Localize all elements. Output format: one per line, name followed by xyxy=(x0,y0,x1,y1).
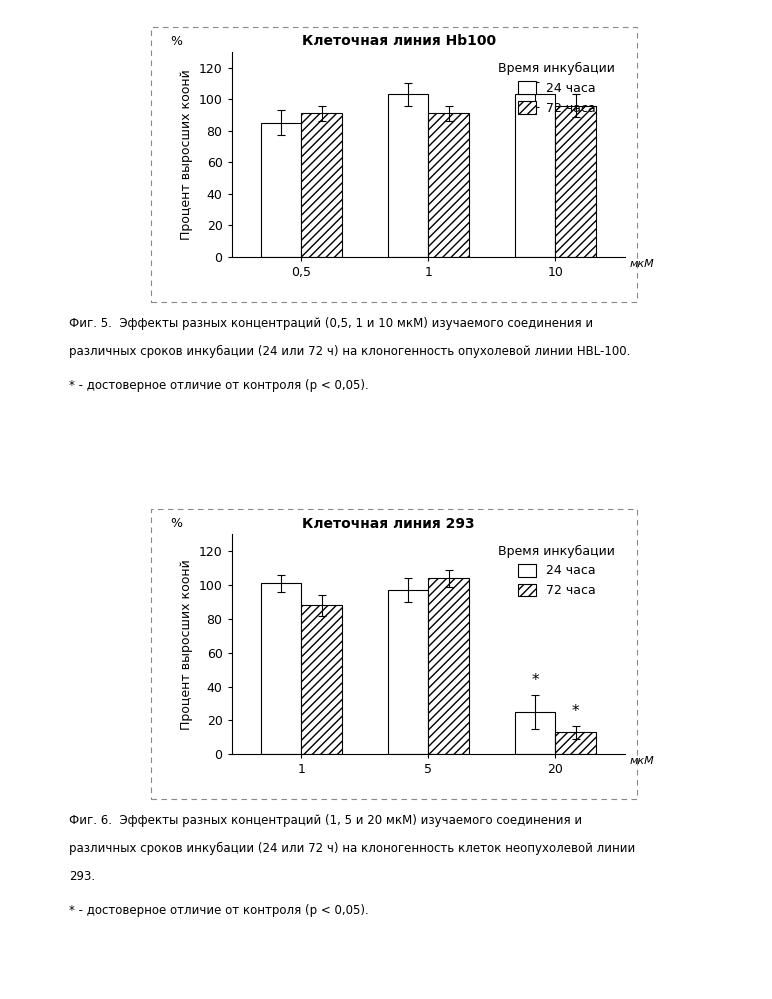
Bar xyxy=(388,590,428,754)
Text: Фиг. 5.  Эффекты разных концентраций (0,5, 1 и 10 мкМ) изучаемого соединения и: Фиг. 5. Эффекты разных концентраций (0,5… xyxy=(69,317,594,330)
Legend: 24 часа, 72 часа: 24 часа, 72 часа xyxy=(495,540,619,601)
Legend: 24 часа, 72 часа: 24 часа, 72 часа xyxy=(495,58,619,119)
Text: *: * xyxy=(531,673,539,688)
Text: Клеточная линия Hb100: Клеточная линия Hb100 xyxy=(303,34,496,48)
Text: %: % xyxy=(171,35,182,48)
Text: различных сроков инкубации (24 или 72 ч) на клоногенность опухолевой линии HBL-1: различных сроков инкубации (24 или 72 ч)… xyxy=(69,345,631,358)
Bar xyxy=(556,732,596,754)
Text: * - достоверное отличие от контроля (р < 0,05).: * - достоверное отличие от контроля (р <… xyxy=(69,379,369,392)
Bar xyxy=(515,95,556,257)
Bar xyxy=(388,95,428,257)
Bar xyxy=(556,106,596,257)
Text: мкМ: мкМ xyxy=(629,259,654,269)
Bar xyxy=(301,114,342,257)
Text: Клеточная линия 293: Клеточная линия 293 xyxy=(303,516,475,530)
Text: *: * xyxy=(572,703,580,718)
Bar xyxy=(261,583,301,754)
Bar xyxy=(261,123,301,257)
Bar xyxy=(428,578,469,754)
Bar xyxy=(301,605,342,754)
Text: 293.: 293. xyxy=(69,870,96,883)
Text: Фиг. 6.  Эффекты разных концентраций (1, 5 и 20 мкМ) изучаемого соединения и: Фиг. 6. Эффекты разных концентраций (1, … xyxy=(69,814,583,827)
Y-axis label: Процент выросших коонй: Процент выросших коонй xyxy=(180,559,193,729)
Text: %: % xyxy=(171,517,182,530)
Text: мкМ: мкМ xyxy=(629,756,654,766)
Text: различных сроков инкубации (24 или 72 ч) на клоногенность клеток неопухолевой ли: различных сроков инкубации (24 или 72 ч)… xyxy=(69,842,635,855)
Bar xyxy=(515,712,556,754)
Bar xyxy=(428,114,469,257)
Text: * - достоверное отличие от контроля (р < 0,05).: * - достоверное отличие от контроля (р <… xyxy=(69,904,369,917)
Y-axis label: Процент выросших коонй: Процент выросших коонй xyxy=(180,69,193,240)
